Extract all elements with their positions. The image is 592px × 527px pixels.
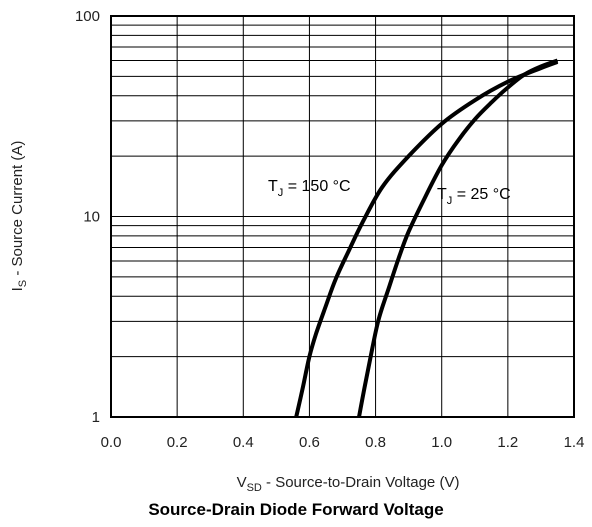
series-line-25c [357,58,559,418]
series-layer [294,58,559,418]
x-tick-label: 0.4 [233,434,254,451]
series-label-150c: TJ = 150 °C [268,178,351,199]
x-tick-label: 0.2 [167,434,188,451]
y-tick-label: 100 [75,8,100,25]
x-tick-label: 1.0 [431,434,452,451]
x-tick-label: 0.0 [101,434,122,451]
x-tick-label: 1.4 [564,434,585,451]
x-tick-label: 0.8 [365,434,386,451]
x-tick-labels: 0.0 0.2 0.4 0.6 0.8 1.0 1.2 1.4 [101,434,585,451]
plot-frame [110,15,575,418]
series-label-25c: TJ = 25 °C [437,186,511,207]
grid-lines [111,16,574,417]
y-tick-label: 1 [92,409,100,426]
chart-title: Source-Drain Diode Forward Voltage [148,500,444,519]
series-line-150c [294,60,559,418]
y-axis-label: IS - Source Current (A) [9,141,29,292]
y-tick-labels: 1 10 100 [75,8,100,426]
x-axis-label: VSD - Source-to-Drain Voltage (V) [237,474,460,494]
y-tick-label: 10 [83,209,100,226]
x-tick-label: 1.2 [497,434,518,451]
x-tick-label: 0.6 [299,434,320,451]
